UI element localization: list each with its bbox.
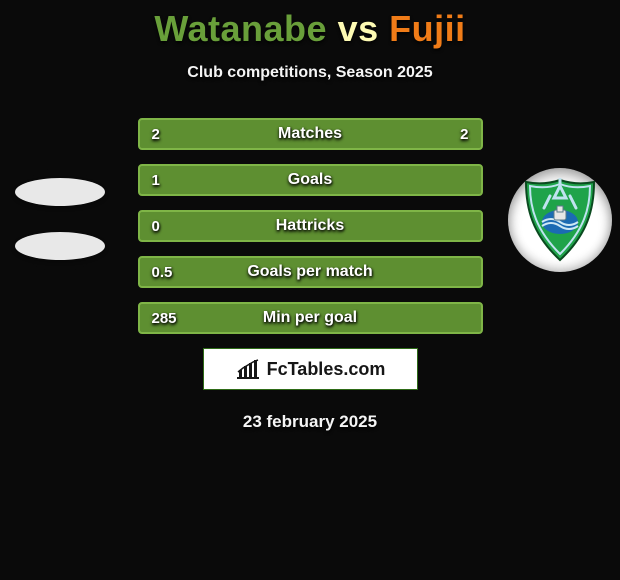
- stat-row: 2Matches2: [138, 118, 483, 150]
- stat-label: Min per goal: [140, 309, 481, 327]
- bar-chart-icon: [235, 358, 261, 380]
- stat-row: 0.5Goals per match: [138, 256, 483, 288]
- stat-left-value: 0: [152, 218, 160, 235]
- stat-label: Hattricks: [140, 217, 481, 235]
- stat-row: 285Min per goal: [138, 302, 483, 334]
- stat-label: Goals per match: [140, 263, 481, 281]
- player2-avatar: [508, 168, 612, 272]
- stat-right-value: 2: [460, 126, 468, 143]
- avatar-placeholder-shape: [15, 178, 105, 206]
- player1-name: Watanabe: [154, 8, 327, 49]
- comparison-title: Watanabe vs Fujii: [0, 0, 620, 50]
- player1-avatar: [8, 168, 112, 272]
- stat-left-value: 0.5: [152, 264, 173, 281]
- stats-area: 2Matches2 1Goals 0Hattricks 0.5Goals per ma…: [0, 118, 620, 432]
- avatar-placeholder-shape: [15, 232, 105, 260]
- brand-text: FcTables.com: [267, 359, 386, 380]
- player2-name: Fujii: [389, 8, 466, 49]
- stat-row: 0Hattricks: [138, 210, 483, 242]
- date-line: 23 february 2025: [0, 412, 620, 432]
- stat-left-value: 1: [152, 172, 160, 189]
- brand-badge: FcTables.com: [203, 348, 418, 390]
- stat-label: Matches: [140, 125, 481, 143]
- vs-text: vs: [338, 8, 379, 49]
- subtitle: Club competitions, Season 2025: [0, 64, 620, 82]
- stat-row: 1Goals: [138, 164, 483, 196]
- stat-left-value: 285: [152, 310, 177, 327]
- stat-label: Goals: [140, 171, 481, 189]
- player-comparison-card: { "header": { "player1": "Watanabe", "vs…: [0, 0, 620, 580]
- stat-left-value: 2: [152, 126, 160, 143]
- club-crest-icon: [524, 178, 596, 262]
